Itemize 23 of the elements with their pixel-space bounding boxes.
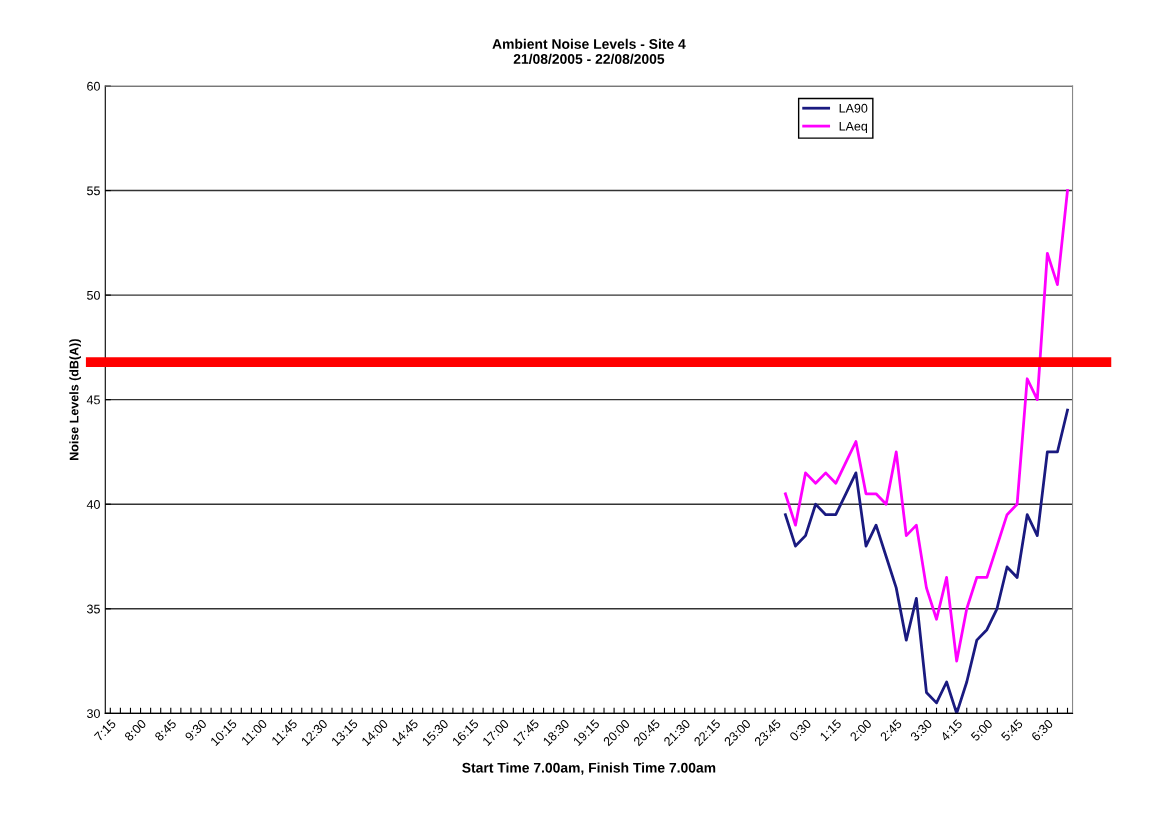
x-axis-title: Start Time 7.00am, Finish Time 7.00am xyxy=(462,762,716,775)
x-tick-label: 4:15 xyxy=(940,718,963,742)
y-tick-label: 45 xyxy=(86,395,100,405)
x-tick-label: 0:30 xyxy=(788,718,812,742)
x-tick-label: 6:30 xyxy=(1030,718,1054,742)
x-tick-label: 5:00 xyxy=(970,718,994,742)
y-tick-label: 30 xyxy=(87,709,100,718)
y-tick-label: 40 xyxy=(86,500,100,509)
line-series xyxy=(784,408,1069,714)
y-tick-label: 50 xyxy=(87,290,100,300)
x-tick-label: 7:15 xyxy=(93,718,117,742)
legend-label: LAeq xyxy=(839,121,868,134)
y-tick-label: 55 xyxy=(87,186,100,196)
x-tick-label: 2:00 xyxy=(849,718,873,742)
x-tick-label: 8:00 xyxy=(123,718,147,742)
x-tick-label: 9:30 xyxy=(184,718,208,742)
y-axis-title: Noise Levels (dB(A)) xyxy=(69,339,81,460)
y-tick-label: 60 xyxy=(87,81,100,91)
legend-label: LA90 xyxy=(839,103,868,113)
y-tick-label: 35 xyxy=(87,604,100,614)
line-series xyxy=(784,189,1069,663)
x-tick-label: 3:30 xyxy=(909,718,933,742)
chart-title: Ambient Noise Levels - Site 4 21/08/2005 - 22/08/2005 xyxy=(492,38,686,65)
